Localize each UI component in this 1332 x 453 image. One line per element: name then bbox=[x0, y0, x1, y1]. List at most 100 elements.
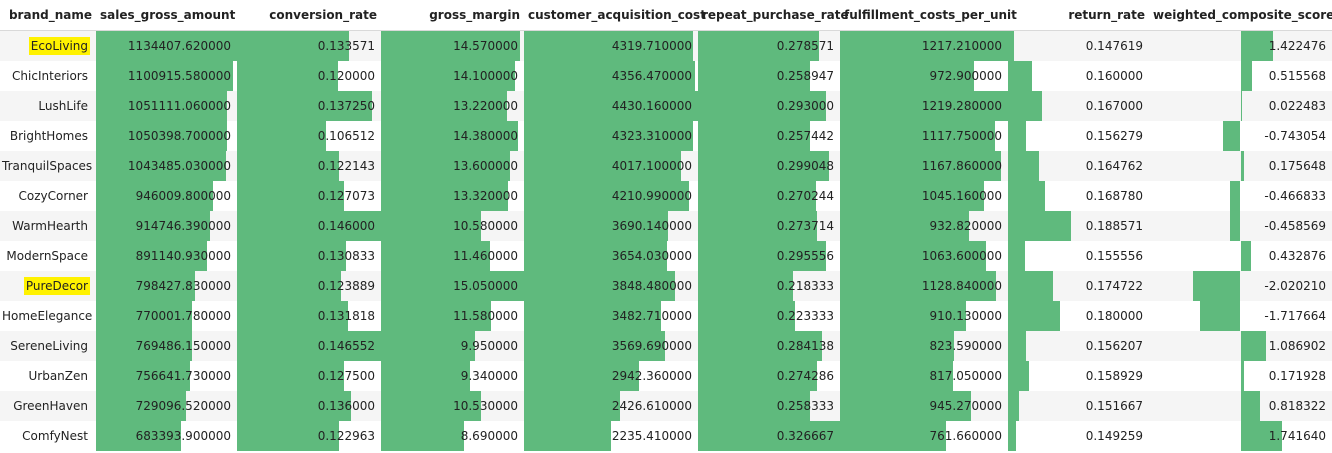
cell-gross-margin: 14.100000 bbox=[381, 61, 524, 91]
data-bar bbox=[1240, 241, 1251, 271]
data-bar bbox=[1008, 181, 1045, 211]
table-row: LushLife 1051111.060000 0.137250 13.220000 4… bbox=[0, 91, 1332, 121]
cell-value: 0.257442 bbox=[776, 129, 834, 143]
cell-return-rate: 0.188571 bbox=[1008, 211, 1149, 241]
cell-value: 0.022483 bbox=[1268, 99, 1326, 113]
column-header-brand-name[interactable]: brand_name bbox=[0, 0, 96, 31]
cell-fulfillment-costs-per-unit: 932.820000 bbox=[840, 211, 1008, 241]
cell-value: 0.270244 bbox=[776, 189, 834, 203]
cell-value: 945.270000 bbox=[929, 399, 1002, 413]
cell-return-rate: 0.160000 bbox=[1008, 61, 1149, 91]
cell-value: 914746.390000 bbox=[135, 219, 231, 233]
cell-repeat-purchase-rate: 0.258947 bbox=[698, 61, 840, 91]
cell-conversion-rate: 0.120000 bbox=[237, 61, 381, 91]
data-bar bbox=[381, 301, 492, 331]
cell-value: 4430.160000 bbox=[611, 99, 692, 113]
data-bar bbox=[698, 91, 826, 121]
cell-gross-margin: 9.340000 bbox=[381, 361, 524, 391]
brand-name-cell: EcoLiving bbox=[0, 30, 96, 61]
cell-value: 0.284138 bbox=[776, 339, 834, 353]
cell-value: 0.156279 bbox=[1085, 129, 1143, 143]
data-bar bbox=[381, 331, 476, 361]
cell-value: 729096.520000 bbox=[135, 399, 231, 413]
data-bar bbox=[96, 31, 237, 61]
cell-gross-margin: 13.320000 bbox=[381, 181, 524, 211]
table-row: BrightHomes 1050398.700000 0.106512 14.3800… bbox=[0, 121, 1332, 151]
table-body: EcoLiving 1134407.620000 0.133571 14.570000… bbox=[0, 30, 1332, 451]
data-bar bbox=[96, 91, 228, 121]
data-bar bbox=[96, 331, 192, 361]
cell-fulfillment-costs-per-unit: 1128.840000 bbox=[840, 271, 1008, 301]
cell-sales-gross-amount: 1100915.580000 bbox=[96, 61, 237, 91]
column-header-conversion-rate[interactable]: conversion_rate bbox=[237, 0, 381, 31]
cell-value: 9.950000 bbox=[460, 339, 518, 353]
data-bar bbox=[237, 91, 373, 121]
table-header: brand_name sales_gross_amount conversion_r… bbox=[0, 0, 1332, 31]
data-bar bbox=[1240, 91, 1242, 121]
cell-weighted-composite-score: -0.466833 bbox=[1149, 181, 1332, 211]
cell-value: 972.900000 bbox=[929, 69, 1002, 83]
cell-value: 1043485.030000 bbox=[127, 159, 231, 173]
data-bar bbox=[237, 151, 340, 181]
data-bar bbox=[1192, 271, 1241, 301]
data-bar bbox=[1008, 31, 1014, 61]
brand-name: ModernSpace bbox=[6, 249, 88, 263]
cell-value: 0.158929 bbox=[1085, 369, 1143, 383]
cell-value: 4319.710000 bbox=[611, 39, 692, 53]
data-bar bbox=[237, 271, 341, 301]
cell-value: 1.422476 bbox=[1268, 39, 1326, 53]
data-bar bbox=[698, 121, 811, 151]
cell-return-rate: 0.168780 bbox=[1008, 181, 1149, 211]
data-bar bbox=[381, 271, 524, 301]
cell-value: 10.530000 bbox=[453, 399, 518, 413]
data-bar bbox=[840, 331, 955, 361]
cell-value: 823.590000 bbox=[929, 339, 1002, 353]
cell-value: 10.580000 bbox=[453, 219, 518, 233]
column-header-gross-margin[interactable]: gross_margin bbox=[381, 0, 524, 31]
data-bar bbox=[237, 331, 381, 361]
header-row: brand_name sales_gross_amount conversion_r… bbox=[0, 0, 1332, 31]
cell-value: 0.146552 bbox=[317, 339, 375, 353]
cell-value: 8.690000 bbox=[460, 429, 518, 443]
column-header-sales-gross-amount[interactable]: sales_gross_amount bbox=[96, 0, 237, 31]
cell-value: 3848.480000 bbox=[611, 279, 692, 293]
cell-weighted-composite-score: 0.175648 bbox=[1149, 151, 1332, 181]
cell-fulfillment-costs-per-unit: 823.590000 bbox=[840, 331, 1008, 361]
data-bar bbox=[698, 241, 826, 271]
cell-weighted-composite-score: 1.086902 bbox=[1149, 331, 1332, 361]
cell-conversion-rate: 0.133571 bbox=[237, 30, 381, 61]
cell-return-rate: 0.156279 bbox=[1008, 121, 1149, 151]
cell-gross-margin: 14.570000 bbox=[381, 30, 524, 61]
cell-conversion-rate: 0.123889 bbox=[237, 271, 381, 301]
column-header-customer-acquisition-cost[interactable]: customer_acquisition_cost bbox=[524, 0, 706, 31]
cell-value: 1045.160000 bbox=[921, 189, 1002, 203]
cell-value: 13.220000 bbox=[453, 99, 518, 113]
cell-value: 13.600000 bbox=[453, 159, 518, 173]
data-bar bbox=[524, 271, 676, 301]
column-header-weighted-composite-score[interactable]: weighted_composite_score bbox=[1149, 0, 1332, 31]
cell-fulfillment-costs-per-unit: 1219.280000 bbox=[840, 91, 1008, 121]
cell-sales-gross-amount: 798427.830000 bbox=[96, 271, 237, 301]
cell-value: 0.295556 bbox=[776, 249, 834, 263]
cell-repeat-purchase-rate: 0.270244 bbox=[698, 181, 840, 211]
data-bar bbox=[840, 301, 966, 331]
brand-name: LushLife bbox=[38, 99, 88, 113]
cell-fulfillment-costs-per-unit: 1167.860000 bbox=[840, 151, 1008, 181]
cell-conversion-rate: 0.127500 bbox=[237, 361, 381, 391]
cell-fulfillment-costs-per-unit: 1217.210000 bbox=[840, 30, 1008, 61]
cell-value: 0.515568 bbox=[1268, 69, 1326, 83]
data-bar bbox=[1008, 61, 1032, 91]
data-bar bbox=[840, 151, 1002, 181]
cell-customer-acquisition-cost: 4319.710000 bbox=[524, 30, 698, 61]
column-header-repeat-purchase-rate[interactable]: repeat_purchase_rate bbox=[698, 0, 849, 31]
cell-repeat-purchase-rate: 0.258333 bbox=[698, 391, 840, 421]
table-row: PureDecor 798427.830000 0.123889 15.050000 3… bbox=[0, 271, 1332, 301]
cell-customer-acquisition-cost: 4430.160000 bbox=[524, 91, 698, 121]
cell-return-rate: 0.156207 bbox=[1008, 331, 1149, 361]
cell-fulfillment-costs-per-unit: 1063.600000 bbox=[840, 241, 1008, 271]
column-header-return-rate[interactable]: return_rate bbox=[1008, 0, 1149, 31]
data-bar bbox=[381, 91, 507, 121]
data-bar bbox=[840, 181, 985, 211]
column-header-fulfillment-costs-per-unit[interactable]: fulfillment_costs_per_unit bbox=[840, 0, 1017, 31]
cell-value: -0.466833 bbox=[1264, 189, 1326, 203]
